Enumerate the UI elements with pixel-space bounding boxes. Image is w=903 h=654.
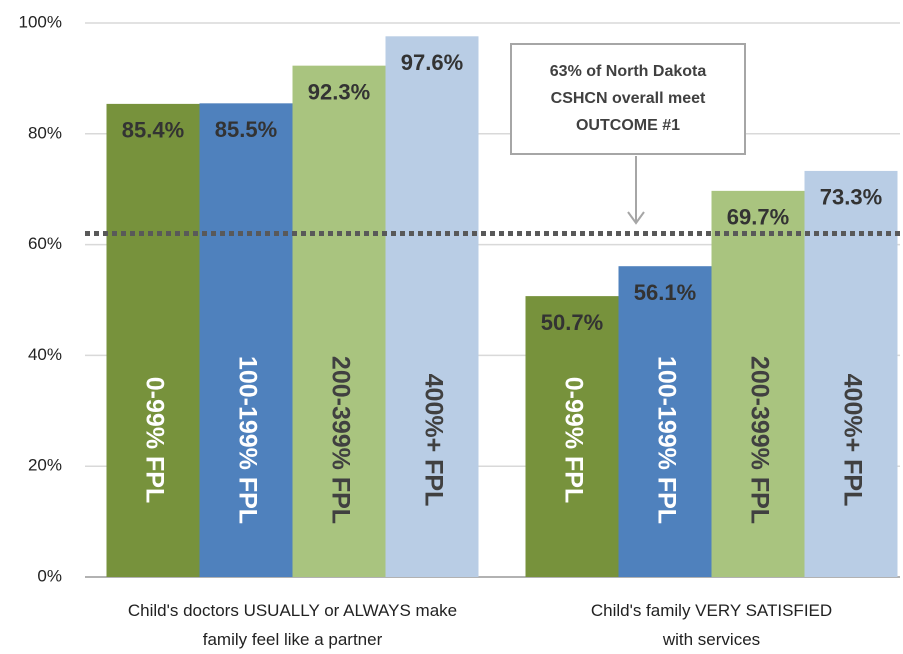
annotation-box <box>510 43 746 155</box>
annotation-text: 63% of North Dakota <box>550 63 707 80</box>
series-label: 200-399% FPL <box>745 356 773 524</box>
value-label: 92.3% <box>308 79 370 104</box>
bar <box>525 296 619 577</box>
value-label: 50.7% <box>541 310 603 335</box>
bar <box>804 170 898 577</box>
value-label: 85.5% <box>215 117 277 142</box>
annotation-arrowhead <box>627 211 645 225</box>
value-label: 73.3% <box>820 185 882 210</box>
annotation-text: OUTCOME #1 <box>576 117 680 134</box>
value-label: 56.1% <box>634 280 696 305</box>
annotation: 63% of North Dakota CSHCN overall meet O… <box>510 43 746 225</box>
value-label: 97.6% <box>401 50 463 75</box>
x-tick-label: Child's doctors USUALLY or ALWAYS make fa… <box>128 601 457 649</box>
x-tick-label: Child's family VERY SATISFIED with servic… <box>591 601 832 649</box>
series-label: 400%+ FPL <box>419 374 447 507</box>
y-tick-label: 100% <box>19 12 62 31</box>
y-tick-label: 60% <box>28 234 62 253</box>
y-tick-label: 20% <box>28 456 62 475</box>
y-tick-label: 0% <box>37 566 62 585</box>
value-label: 85.4% <box>122 118 184 143</box>
series-label: 100-199% FPL <box>233 356 261 524</box>
series-label: 0-99% FPL <box>140 377 168 503</box>
annotation-text: CSHCN overall meet <box>551 90 706 107</box>
bar <box>385 36 479 577</box>
bar <box>106 103 200 577</box>
series-label: 0-99% FPL <box>559 377 587 503</box>
series-label: 100-199% FPL <box>652 356 680 524</box>
value-label: 69.7% <box>727 205 789 230</box>
series-label: 400%+ FPL <box>838 374 866 507</box>
bar <box>711 190 805 577</box>
bar <box>292 65 386 578</box>
bar <box>199 103 293 577</box>
y-tick-label: 80% <box>28 123 62 142</box>
y-tick-label: 40% <box>28 345 62 364</box>
series-label: 200-399% FPL <box>326 356 354 524</box>
bar <box>618 266 712 577</box>
